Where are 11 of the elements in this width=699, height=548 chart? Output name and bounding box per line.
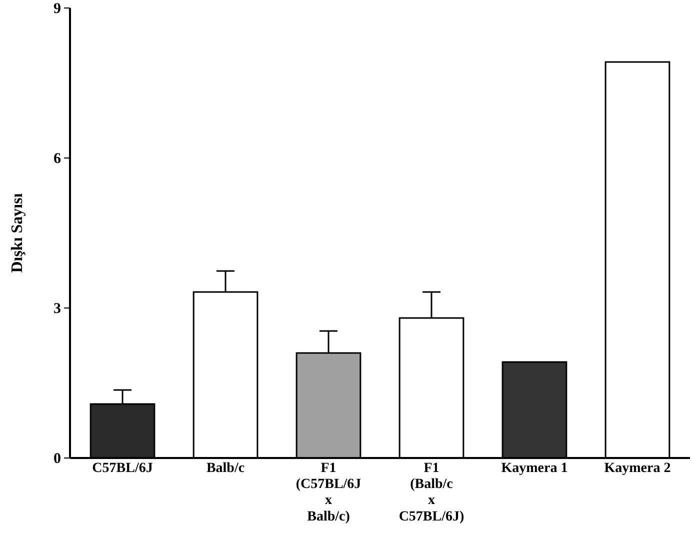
x-tick-label: Kaymera 2 [604, 461, 671, 476]
x-tick-label: C57BL/6J [92, 461, 153, 476]
y-tick-label: 0 [54, 450, 61, 467]
y-tick-label: 6 [54, 150, 62, 167]
y-axis-title: Dışkı Sayısı [9, 192, 26, 273]
y-tick-label: 3 [54, 300, 61, 317]
x-tick-label: Kaymera 1 [501, 461, 568, 476]
x-tick-label: F1 (Balb/c x C57BL/6J) [398, 461, 464, 524]
x-tick-label: F1 (C57BL/6J x Balb/c) [296, 461, 362, 524]
x-tick-label: Balb/c [206, 461, 245, 476]
y-tick-label: 9 [54, 0, 61, 17]
